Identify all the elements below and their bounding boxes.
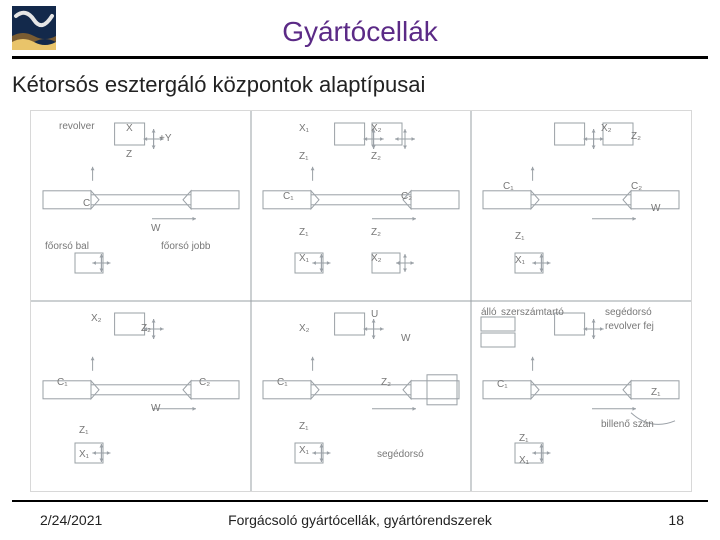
svg-text:C₁: C₁ xyxy=(277,377,288,388)
svg-text:X₁: X₁ xyxy=(519,455,530,466)
svg-text:Z: Z xyxy=(126,149,132,160)
svg-text:revolver fej: revolver fej xyxy=(605,321,654,332)
svg-text:Z₁: Z₁ xyxy=(651,387,661,398)
svg-text:főorsó bal: főorsó bal xyxy=(45,241,89,252)
svg-text:C₁: C₁ xyxy=(283,191,294,202)
svg-text:U: U xyxy=(371,309,378,320)
subtitle: Kétorsós esztergáló központok alaptípusa… xyxy=(12,72,425,98)
svg-text:segédorsó: segédorsó xyxy=(605,307,652,318)
footer-page: 18 xyxy=(668,512,684,528)
svg-text:szerszámtartó: szerszámtartó xyxy=(501,307,564,318)
svg-text:X₂: X₂ xyxy=(91,313,102,324)
svg-text:+Y: +Y xyxy=(159,133,172,144)
svg-text:C₂: C₂ xyxy=(631,181,642,192)
svg-text:X₁: X₁ xyxy=(79,449,90,460)
svg-text:C₂: C₂ xyxy=(199,377,210,388)
svg-text:C: C xyxy=(83,198,90,209)
svg-text:álló: álló xyxy=(481,307,497,318)
svg-text:X₂: X₂ xyxy=(371,253,382,264)
svg-text:X₂: X₂ xyxy=(371,123,382,134)
svg-text:Z₁: Z₁ xyxy=(299,227,309,238)
svg-text:X₁: X₁ xyxy=(299,123,310,134)
diagram-figure: revolver X +Y Z C Wfőorsó bal főorsó jobb X₁ X₂ Z… xyxy=(30,110,692,492)
page-title: Gyártócellák xyxy=(0,16,720,48)
svg-text:X₁: X₁ xyxy=(515,255,526,266)
svg-text:C₁: C₁ xyxy=(57,377,68,388)
svg-text:Z₂: Z₂ xyxy=(371,227,381,238)
svg-text:X₁: X₁ xyxy=(299,445,310,456)
svg-text:Z₂: Z₂ xyxy=(141,323,151,334)
svg-text:W: W xyxy=(651,203,661,214)
svg-text:X₁: X₁ xyxy=(299,253,310,264)
svg-text:Z₁: Z₁ xyxy=(515,231,525,242)
svg-text:W: W xyxy=(401,333,411,344)
svg-text:Z₂: Z₂ xyxy=(381,377,391,388)
svg-text:Z₁: Z₁ xyxy=(299,151,309,162)
svg-text:Z₁: Z₁ xyxy=(299,421,309,432)
svg-text:revolver: revolver xyxy=(59,121,95,132)
header-rule xyxy=(12,56,708,59)
svg-text:C₂: C₂ xyxy=(401,191,412,202)
svg-text:C₁: C₁ xyxy=(503,181,514,192)
svg-text:segédorsó: segédorsó xyxy=(377,449,424,460)
svg-text:Z₁: Z₁ xyxy=(79,425,89,436)
svg-text:Z₂: Z₂ xyxy=(631,131,641,142)
svg-text:Z₂: Z₂ xyxy=(371,151,381,162)
svg-text:W: W xyxy=(151,403,161,414)
svg-text:C₁: C₁ xyxy=(497,379,508,390)
footer-title: Forgácsoló gyártócellák, gyártórendszere… xyxy=(0,512,720,528)
svg-text:X₂: X₂ xyxy=(601,123,612,134)
svg-text:billenő szán: billenő szán xyxy=(601,419,654,430)
svg-text:X: X xyxy=(126,123,133,134)
svg-text:W: W xyxy=(151,223,161,234)
svg-text:Z₁: Z₁ xyxy=(519,433,529,444)
footer-rule xyxy=(12,500,708,502)
svg-text:főorsó jobb: főorsó jobb xyxy=(161,241,211,252)
svg-text:X₂: X₂ xyxy=(299,323,310,334)
